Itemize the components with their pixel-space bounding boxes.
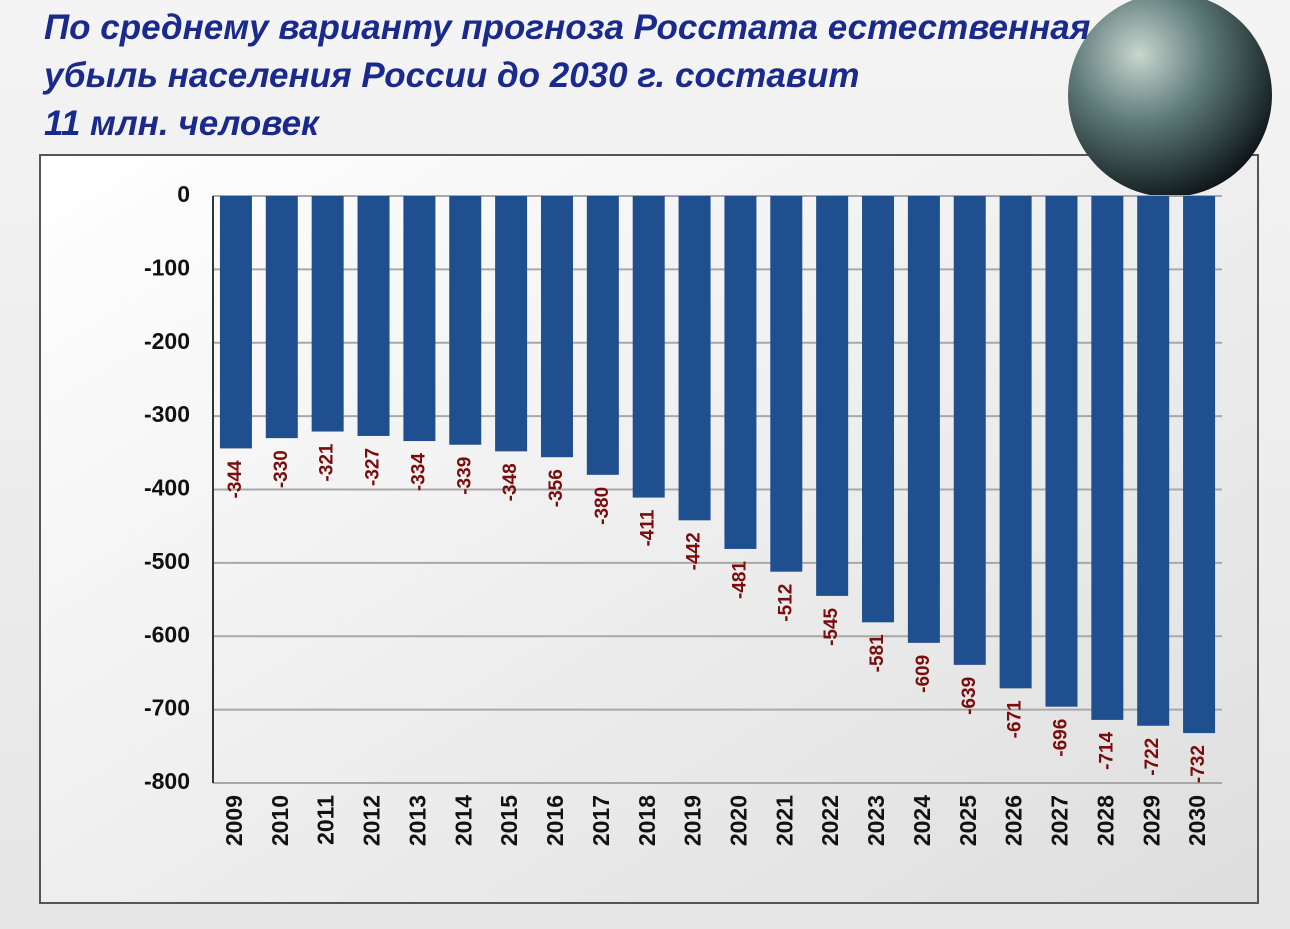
y-tick-label: -100 [144, 254, 190, 280]
x-tick-label: 2012 [359, 795, 385, 846]
globe-decoration [1068, 0, 1272, 197]
x-tick-label: 2018 [634, 795, 660, 846]
x-tick-label: 2019 [680, 795, 706, 846]
bar [265, 196, 298, 439]
bar [586, 196, 619, 475]
value-label: -581 [867, 634, 888, 672]
bar [724, 196, 757, 549]
value-label: -512 [775, 584, 796, 622]
value-label: -722 [1142, 738, 1163, 776]
bar [816, 196, 849, 596]
bar [862, 196, 895, 623]
y-tick-label: -600 [144, 621, 190, 647]
x-tick-label: 2022 [817, 795, 843, 846]
x-tick-label: 2025 [955, 795, 981, 846]
x-tick-label: 2020 [726, 795, 752, 846]
value-label: -411 [638, 509, 659, 546]
x-tick-label: 2009 [221, 795, 247, 846]
value-label: -334 [408, 453, 429, 491]
bar [449, 196, 482, 445]
y-tick-label: -800 [144, 768, 190, 794]
y-tick-label: -200 [144, 328, 190, 354]
bar [1045, 196, 1078, 707]
x-tick-label: 2023 [863, 795, 889, 846]
x-tick-label: 2013 [404, 795, 430, 846]
value-label: -609 [913, 655, 934, 693]
x-tick-label: 2016 [542, 795, 568, 846]
value-label: -356 [546, 469, 567, 507]
y-tick-label: -500 [144, 548, 190, 574]
value-label: -732 [1188, 745, 1209, 783]
x-tick-label: 2015 [496, 795, 522, 846]
value-label: -639 [959, 677, 980, 715]
bar [540, 196, 573, 458]
x-tick-label: 2017 [588, 795, 614, 846]
value-label: -380 [592, 487, 613, 525]
value-label: -327 [363, 448, 384, 486]
value-label: -344 [225, 460, 246, 498]
value-label: -348 [500, 463, 521, 501]
value-label: -671 [1005, 700, 1026, 738]
y-tick-label: -300 [144, 401, 190, 427]
bar [907, 196, 940, 643]
x-tick-label: 2029 [1138, 795, 1164, 846]
bar [1183, 196, 1216, 734]
y-tick-label: 0 [177, 181, 190, 207]
bar [632, 196, 665, 498]
x-tick-label: 2028 [1092, 795, 1118, 846]
bar [999, 196, 1032, 689]
bar [1137, 196, 1170, 726]
y-tick-label: -700 [144, 695, 190, 721]
bar [311, 196, 344, 432]
value-label: -714 [1096, 731, 1117, 769]
value-label: -321 [317, 443, 338, 481]
bar [1091, 196, 1124, 720]
bar [495, 196, 528, 452]
value-label: -330 [271, 450, 292, 488]
x-tick-label: 2030 [1184, 795, 1210, 846]
x-tick-label: 2011 [313, 795, 339, 845]
bar [678, 196, 711, 521]
value-label: -442 [684, 532, 705, 570]
value-label: -339 [454, 457, 475, 495]
bar [219, 196, 252, 449]
bar [770, 196, 803, 572]
x-tick-label: 2027 [1047, 795, 1073, 846]
x-tick-label: 2014 [450, 795, 476, 846]
chart-title: По среднему варианту прогноза Росстата е… [44, 8, 1091, 143]
x-tick-label: 2026 [1001, 795, 1027, 846]
bar [953, 196, 986, 665]
x-tick-label: 2024 [909, 795, 935, 846]
bar [403, 196, 436, 442]
value-label: -481 [729, 561, 750, 599]
x-tick-label: 2010 [267, 795, 293, 846]
bar [357, 196, 390, 436]
value-label: -545 [821, 607, 842, 645]
y-tick-label: -400 [144, 475, 190, 501]
value-label: -696 [1050, 719, 1071, 757]
x-tick-label: 2021 [771, 795, 797, 846]
